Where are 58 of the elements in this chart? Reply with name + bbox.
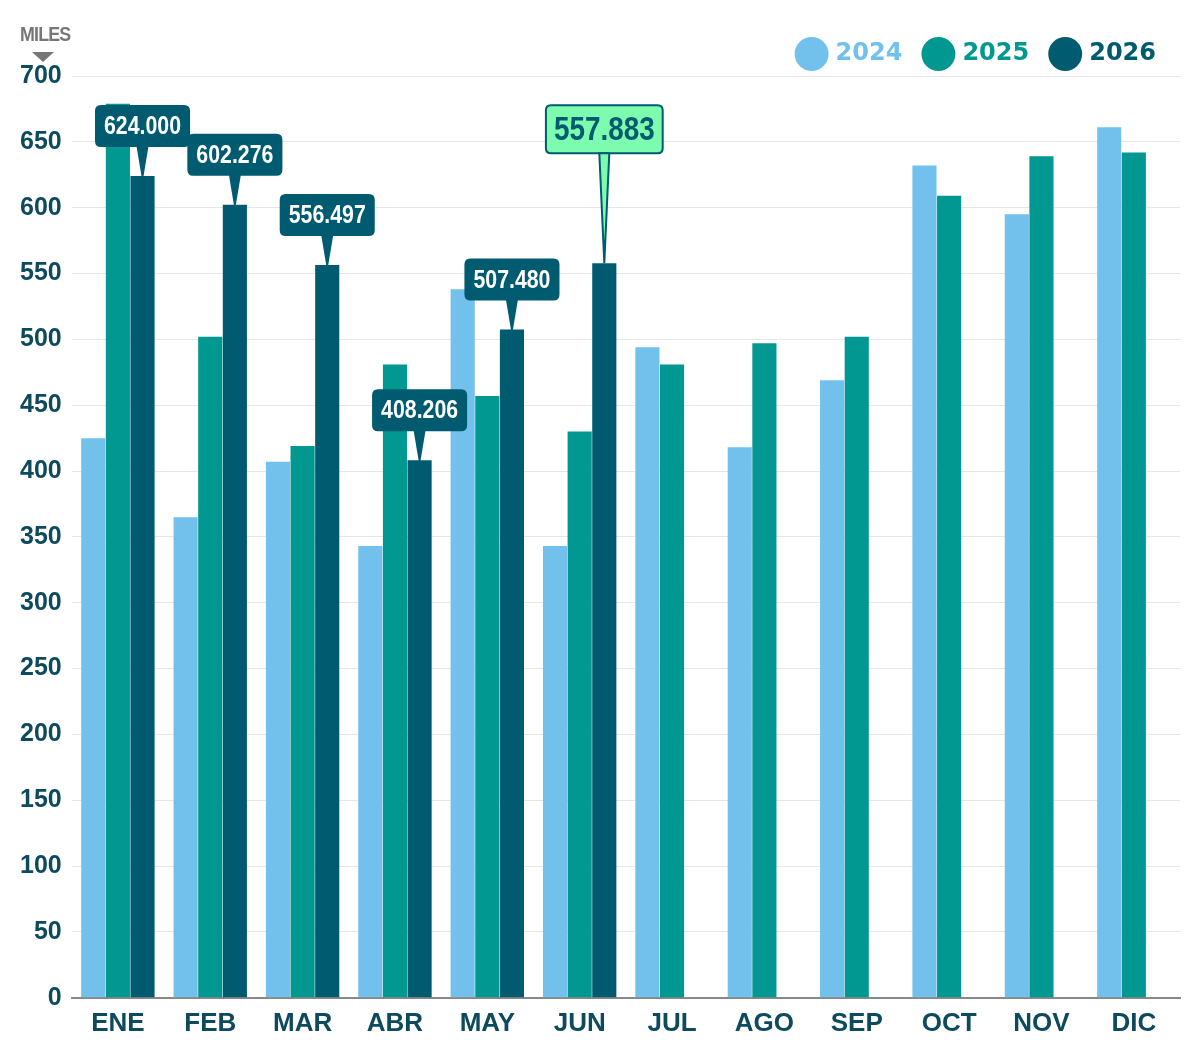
data-label: 624.000	[103, 110, 182, 140]
y-tick-label: 250	[19, 652, 62, 681]
y-tick-label: 700	[19, 59, 62, 88]
bar	[290, 446, 315, 998]
bar	[1004, 214, 1029, 998]
y-tick-label: 650	[19, 125, 62, 154]
bar	[820, 380, 845, 998]
y-tick-label: 350	[19, 520, 62, 549]
bar	[1029, 156, 1054, 998]
bar	[635, 347, 660, 998]
x-tick-label: OCT	[921, 1006, 977, 1037]
bar	[475, 396, 500, 998]
x-tick-label: NOV	[1013, 1006, 1071, 1037]
y-tick-label: 450	[19, 389, 62, 418]
y-tick-label: 500	[19, 323, 62, 352]
y-tick-label: 300	[19, 586, 62, 615]
x-tick-label: ABR	[366, 1006, 424, 1037]
bar	[912, 165, 937, 998]
data-label: 602.276	[196, 138, 274, 169]
data-label: 408.206	[381, 394, 459, 424]
y-tick-label: 100	[19, 850, 62, 878]
bar	[81, 438, 106, 998]
y-tick-label: 200	[19, 718, 62, 747]
y-axis-title: MILES	[20, 22, 71, 46]
y-tick-label: 600	[19, 191, 62, 220]
x-tick-label: MAR	[273, 1006, 333, 1037]
y-tick-label: 0	[47, 981, 62, 1010]
bar	[173, 517, 198, 998]
bar	[542, 546, 568, 998]
y-tick-label: 150	[19, 784, 62, 813]
x-tick-label: DIC	[1111, 1006, 1157, 1037]
y-tick-label: 400	[19, 454, 62, 483]
bar	[659, 364, 685, 998]
x-tick-label: JUL	[647, 1006, 697, 1037]
bar	[198, 336, 223, 998]
legend-label: 2024	[835, 38, 903, 67]
x-tick-label: MAY	[459, 1006, 516, 1037]
bar	[567, 431, 592, 998]
bar	[752, 343, 777, 998]
bar	[844, 336, 869, 998]
x-tick-label: ENE	[91, 1006, 145, 1037]
data-label: 556.497	[288, 199, 366, 229]
legend-label: 2026	[1089, 38, 1156, 67]
bar	[1121, 152, 1146, 998]
bar	[265, 461, 291, 998]
x-tick-label: SEP	[830, 1006, 883, 1037]
legend-label: 2025	[962, 38, 1030, 67]
bar	[358, 546, 383, 998]
x-tick-label: JUN	[553, 1006, 606, 1037]
y-tick-label: 50	[33, 915, 62, 944]
x-tick-label: AGO	[734, 1006, 795, 1037]
data-label: 557.883	[553, 108, 655, 148]
bar	[937, 195, 962, 998]
bar	[727, 447, 752, 998]
y-tick-label: 550	[19, 257, 62, 286]
bar	[1097, 127, 1122, 998]
data-label: 507.480	[473, 263, 551, 294]
x-tick-label: FEB	[184, 1006, 237, 1037]
